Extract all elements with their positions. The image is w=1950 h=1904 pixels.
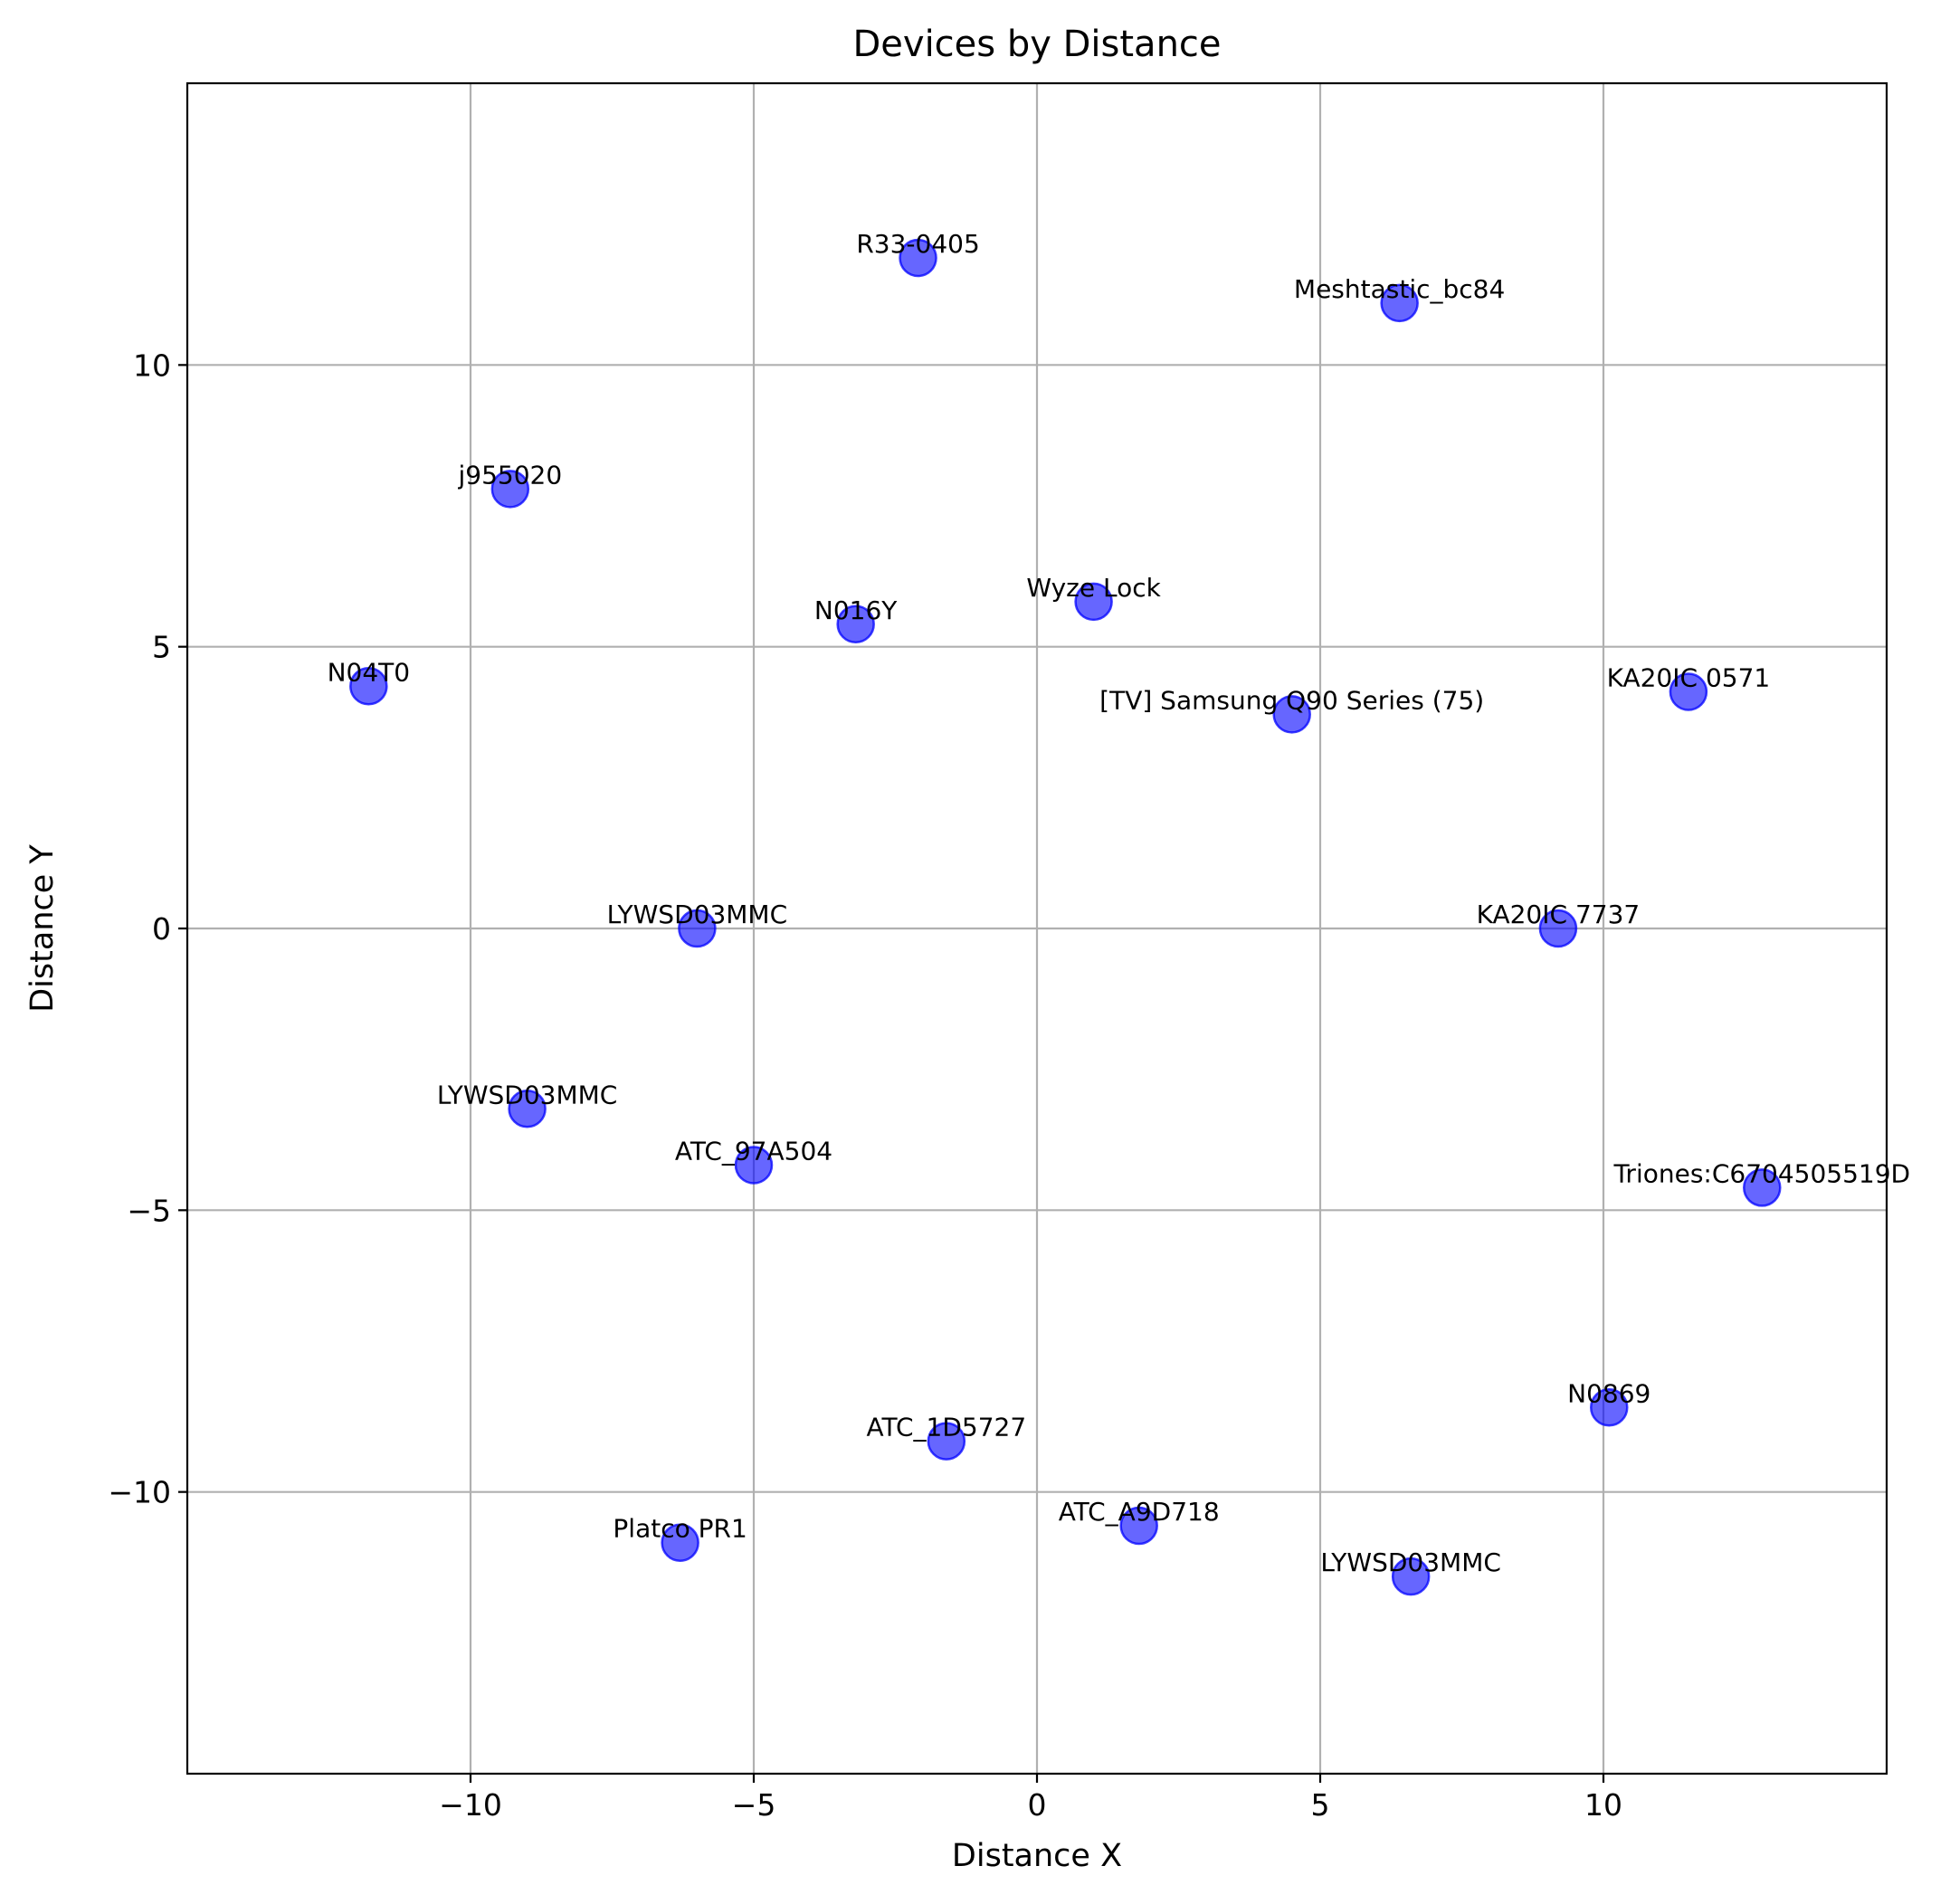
point-label: Meshtastic_bc84	[1294, 274, 1505, 304]
scatter-point	[1669, 672, 1708, 711]
scatter-points	[349, 238, 1782, 1596]
y-axis-label: Distance Y	[24, 844, 61, 1013]
point-label: LYWSD03MMC	[1320, 1547, 1501, 1577]
scatter-point	[490, 470, 530, 509]
x-tick-label: 0	[1028, 1787, 1047, 1823]
point-label: ATC_A9D718	[1059, 1497, 1220, 1527]
scatter-point	[1074, 582, 1113, 622]
scatter-point	[661, 1523, 699, 1562]
scatter-point	[927, 1422, 966, 1461]
point-label: KA20IC 7737	[1477, 900, 1641, 929]
scatter-point	[1743, 1168, 1782, 1207]
y-tick-label: 5	[152, 630, 171, 665]
point-label: LYWSD03MMC	[437, 1080, 618, 1109]
scatter-point	[899, 238, 937, 278]
scatter-point	[349, 667, 388, 706]
point-label: Platco PR1	[613, 1514, 747, 1544]
point-label: Triones:C6704505519D	[1612, 1158, 1910, 1188]
x-tick-label: 5	[1311, 1787, 1330, 1823]
x-tick-label: −5	[732, 1787, 776, 1823]
y-tick-label: 10	[133, 347, 171, 383]
scatter-point	[1119, 1506, 1158, 1546]
scatter-point	[508, 1090, 547, 1128]
point-label: KA20IC 0571	[1607, 662, 1771, 692]
scatter-point	[836, 605, 875, 644]
scatter-point	[1391, 1557, 1431, 1596]
point-label: [TV] Samsung Q90 Series (75)	[1099, 685, 1484, 715]
scatter-point	[1380, 283, 1419, 323]
point-label: ATC_1D5727	[867, 1413, 1027, 1442]
point-label: j955020	[457, 460, 562, 490]
point-label: N0869	[1567, 1378, 1650, 1408]
scatter-point	[1538, 909, 1578, 948]
point-label: Wyze Lock	[1026, 573, 1161, 603]
point-label: N04T0	[328, 657, 411, 687]
x-tick-label: −10	[439, 1787, 502, 1823]
point-label: LYWSD03MMC	[607, 900, 788, 929]
point-labels: R33-0405 Meshtastic_bc84 j955020 N016Y Wyze …	[328, 229, 1911, 1577]
y-tick-label: 0	[152, 911, 171, 947]
axis-ticks: −10 −5 0 5 10 −10 −5 0 5 10	[108, 347, 1622, 1823]
scatter-point	[734, 1146, 774, 1185]
x-axis-label: Distance X	[952, 1838, 1122, 1874]
point-label: R33-0405	[856, 229, 979, 259]
chart-title: Devices by Distance	[852, 24, 1221, 65]
y-tick-label: −10	[108, 1475, 171, 1510]
scatter-point	[678, 909, 717, 948]
grid-lines	[187, 83, 1887, 1774]
point-label: ATC_97A504	[675, 1137, 832, 1166]
x-tick-label: 10	[1584, 1787, 1622, 1823]
scatter-point	[1590, 1388, 1629, 1427]
y-tick-label: −5	[127, 1193, 171, 1228]
scatter-point	[1272, 695, 1311, 734]
point-label: N016Y	[814, 595, 898, 625]
